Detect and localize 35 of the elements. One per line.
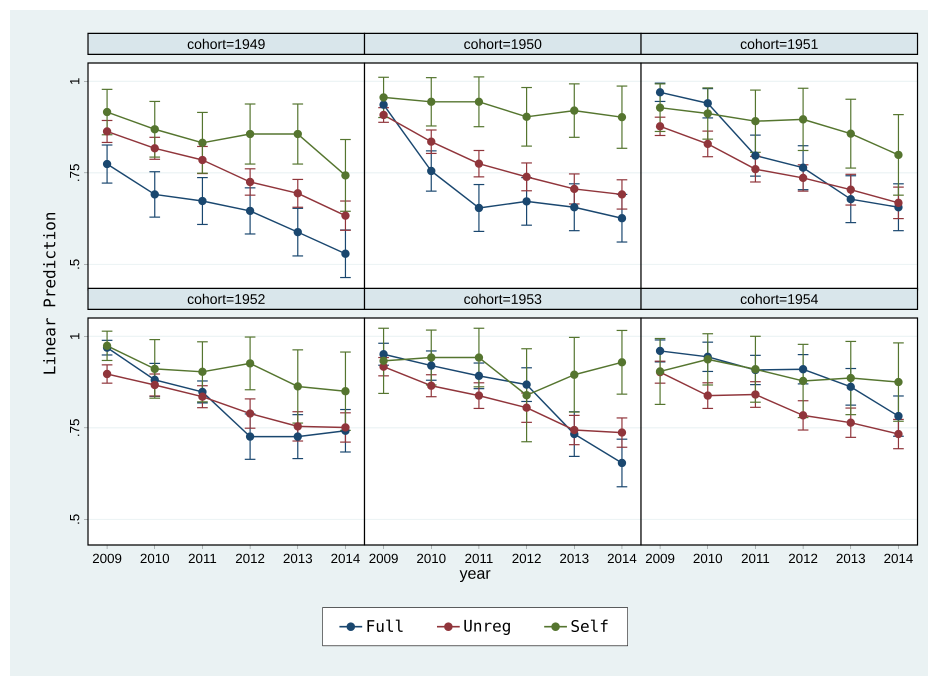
chart-title: cohort=1952: [188, 294, 265, 304]
x-tick-label: 2009: [646, 554, 674, 564]
x-tick-label: 2012: [788, 554, 818, 564]
x-tick-label: 2009: [92, 554, 122, 564]
x-tick-label: 2014: [331, 554, 360, 564]
x-tick-label: 2009: [369, 554, 398, 564]
x-tick-label: 2010: [417, 554, 446, 564]
y-tick-label: .75: [70, 164, 80, 181]
y-tick-label: 1: [70, 78, 80, 84]
chart-title: cohort=1953: [464, 294, 542, 304]
legend-label: Full: [367, 620, 403, 632]
y-tick-label: .5: [70, 259, 80, 269]
chart-title: cohort=1949: [188, 38, 265, 50]
legend-label: Self: [571, 620, 608, 632]
x-tick-label: 2011: [742, 554, 770, 564]
x-tick-label: 2014: [884, 554, 913, 564]
x-tick-label: 2013: [284, 554, 312, 564]
x-tick-label: 2012: [236, 554, 264, 564]
x-tick-label: 2013: [836, 554, 866, 564]
x-tick-label: 2010: [694, 554, 722, 564]
y-tick-label: .75: [70, 419, 80, 436]
x-tick-label: 2013: [560, 554, 589, 564]
x-tick-label: 2014: [608, 554, 636, 564]
chart-title: cohort=1954: [740, 294, 818, 304]
x-tick-label: 2012: [512, 554, 541, 564]
legend-label: Unreg: [464, 620, 510, 635]
x-tick-label: 2011: [465, 554, 493, 564]
y-tick-label: .5: [70, 514, 80, 524]
x-tick-label: 2010: [140, 554, 170, 564]
chart-title: cohort=1950: [464, 38, 542, 50]
chart-title: cohort=1951: [740, 38, 818, 50]
y-axis-title: Linear Prediction: [43, 212, 56, 374]
x-tick-label: 2011: [188, 554, 216, 564]
y-tick-label: 1: [70, 333, 80, 339]
x-axis-title: year: [460, 570, 490, 582]
